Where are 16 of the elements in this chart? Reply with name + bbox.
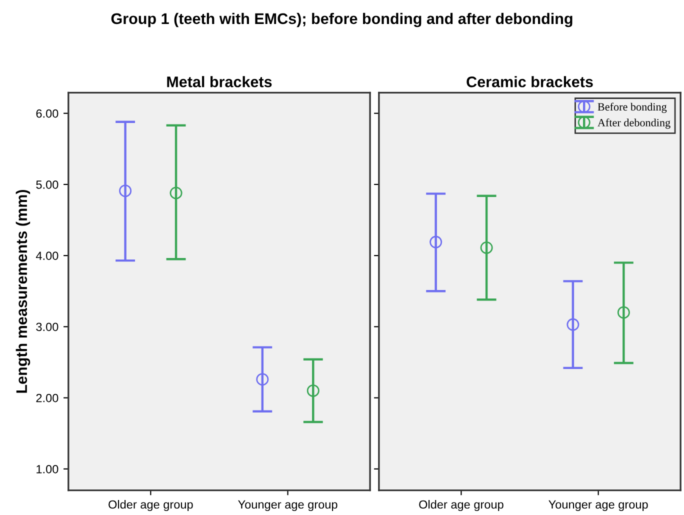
y-tick-label: 4.00 xyxy=(36,252,58,260)
legend-label: After debonding xyxy=(598,118,670,129)
x-tick-label: Younger age group xyxy=(238,500,338,512)
y-axis-title: Length measurements (mm) xyxy=(16,190,30,393)
y-tick-label: 5.00 xyxy=(36,180,58,189)
x-tick-label: Older age group xyxy=(108,500,193,512)
y-tick-label: 2.00 xyxy=(36,394,58,402)
x-tick-label: Older age group xyxy=(419,500,504,512)
y-tick-label: 6.00 xyxy=(36,109,58,118)
x-tick-label: Younger age group xyxy=(548,500,648,512)
text: Group 1 (teeth with EMCs); before bonding and after debonding xyxy=(111,12,572,28)
y-tick-label: 1.00 xyxy=(36,464,58,474)
legend-label: Before bonding xyxy=(598,102,667,113)
y-tick-label: 3.00 xyxy=(36,322,58,332)
chart-title: Metal brackets xyxy=(167,76,272,88)
chart-title: Ceramic brackets xyxy=(466,76,593,88)
